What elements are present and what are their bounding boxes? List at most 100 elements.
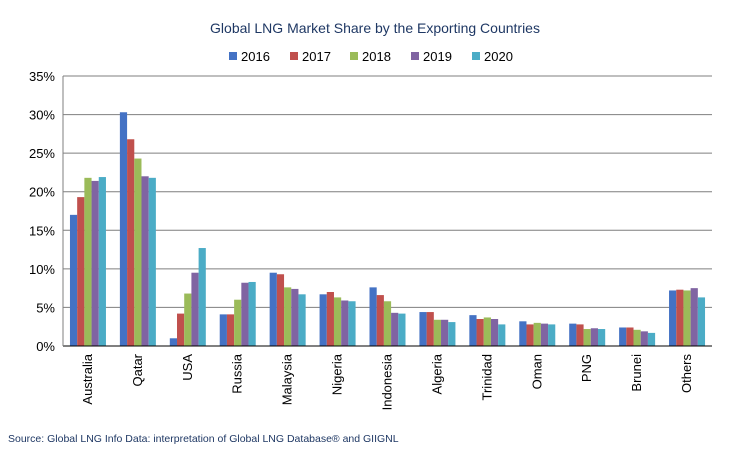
y-tick-label: 10% [29, 262, 55, 277]
x-tick-label: Oman [529, 354, 544, 389]
bar [469, 315, 477, 346]
x-tick-label: Indonesia [380, 353, 395, 410]
bars [69, 112, 706, 346]
bar [98, 177, 106, 346]
legend-swatch [229, 52, 237, 60]
bar [597, 329, 606, 346]
bar [490, 319, 499, 346]
x-tick-label: Brunei [629, 354, 644, 392]
x-tick-label: Russia [230, 353, 245, 394]
bar [269, 272, 277, 346]
bar [376, 295, 384, 346]
bar [676, 289, 684, 346]
x-tick-label: Trinidad [479, 354, 494, 400]
bar [177, 313, 185, 346]
bar [448, 322, 456, 346]
bar [169, 338, 178, 346]
bar [476, 319, 484, 346]
bar [134, 158, 142, 346]
bar [519, 321, 527, 346]
bar [683, 290, 691, 346]
legend-swatch [350, 52, 358, 60]
bar [191, 272, 199, 346]
bar [569, 323, 577, 346]
bar [540, 323, 549, 346]
bar [640, 331, 648, 346]
bar [298, 294, 306, 346]
bar [276, 274, 285, 346]
bar [91, 180, 99, 346]
bar [119, 112, 128, 346]
bar [383, 301, 392, 346]
bar [226, 314, 235, 346]
x-axis-labels: Australia Qatar USA Russia Malaysia Nigeria In… [80, 353, 694, 410]
legend-label: 2019 [423, 49, 452, 64]
bar [369, 287, 377, 346]
bar [626, 327, 634, 346]
legend: 2016 2017 2018 2019 2020 [229, 49, 513, 64]
x-tick-label: Others [679, 354, 694, 394]
bar [433, 319, 442, 346]
bar [326, 292, 334, 346]
x-tick-label: Malaysia [280, 353, 295, 405]
bar [341, 300, 349, 346]
y-tick-label: 35% [29, 69, 55, 84]
bar [483, 317, 491, 346]
bar [319, 294, 327, 346]
bar [284, 287, 292, 346]
y-tick-label: 15% [29, 223, 55, 238]
bar [669, 290, 677, 346]
bar [77, 197, 85, 346]
x-tick-label: USA [180, 354, 195, 381]
y-tick-label: 0% [36, 339, 55, 354]
bar [533, 322, 541, 346]
x-axis [62, 76, 712, 347]
bar [348, 301, 356, 346]
bar [419, 312, 427, 346]
bar [633, 329, 641, 346]
x-tick-label: Algeria [429, 353, 444, 394]
y-tick-label: 20% [29, 185, 55, 200]
bar [184, 293, 192, 346]
legend-swatch [411, 52, 419, 60]
legend-swatch [472, 52, 480, 60]
bar [241, 282, 249, 346]
bar [697, 297, 706, 346]
bar [548, 324, 556, 346]
legend-label: 2018 [362, 49, 391, 64]
bar [441, 319, 449, 346]
x-tick-label: Qatar [130, 353, 145, 386]
gridlines [63, 75, 712, 308]
source-note: Source: Global LNG Info Data: interpreta… [8, 433, 399, 445]
bar [647, 332, 656, 346]
y-tick-label: 30% [29, 108, 55, 123]
bar [498, 324, 506, 346]
y-tick-label: 25% [29, 146, 55, 161]
bar [148, 177, 156, 346]
y-tick-label: 5% [36, 300, 55, 315]
bar [690, 288, 698, 346]
legend-swatch [290, 52, 298, 60]
bar [248, 281, 256, 346]
legend-label: 2020 [484, 49, 513, 64]
legend-label: 2017 [302, 49, 331, 64]
bar [590, 328, 598, 346]
x-tick-label: Australia [80, 353, 95, 404]
bar [141, 176, 149, 346]
legend-label: 2016 [241, 49, 270, 64]
bar [391, 312, 399, 346]
bar [426, 312, 434, 346]
bar [198, 248, 206, 346]
bar [576, 324, 584, 346]
bar [69, 214, 78, 346]
bar [219, 314, 227, 346]
bar [234, 299, 242, 346]
bar [619, 327, 627, 346]
bar [127, 139, 135, 346]
bar [526, 324, 534, 346]
chart-title: Global LNG Market Share by the Exporting… [210, 20, 540, 36]
bar [333, 297, 342, 346]
x-tick-label: Nigeria [330, 353, 345, 395]
bar [84, 177, 92, 346]
